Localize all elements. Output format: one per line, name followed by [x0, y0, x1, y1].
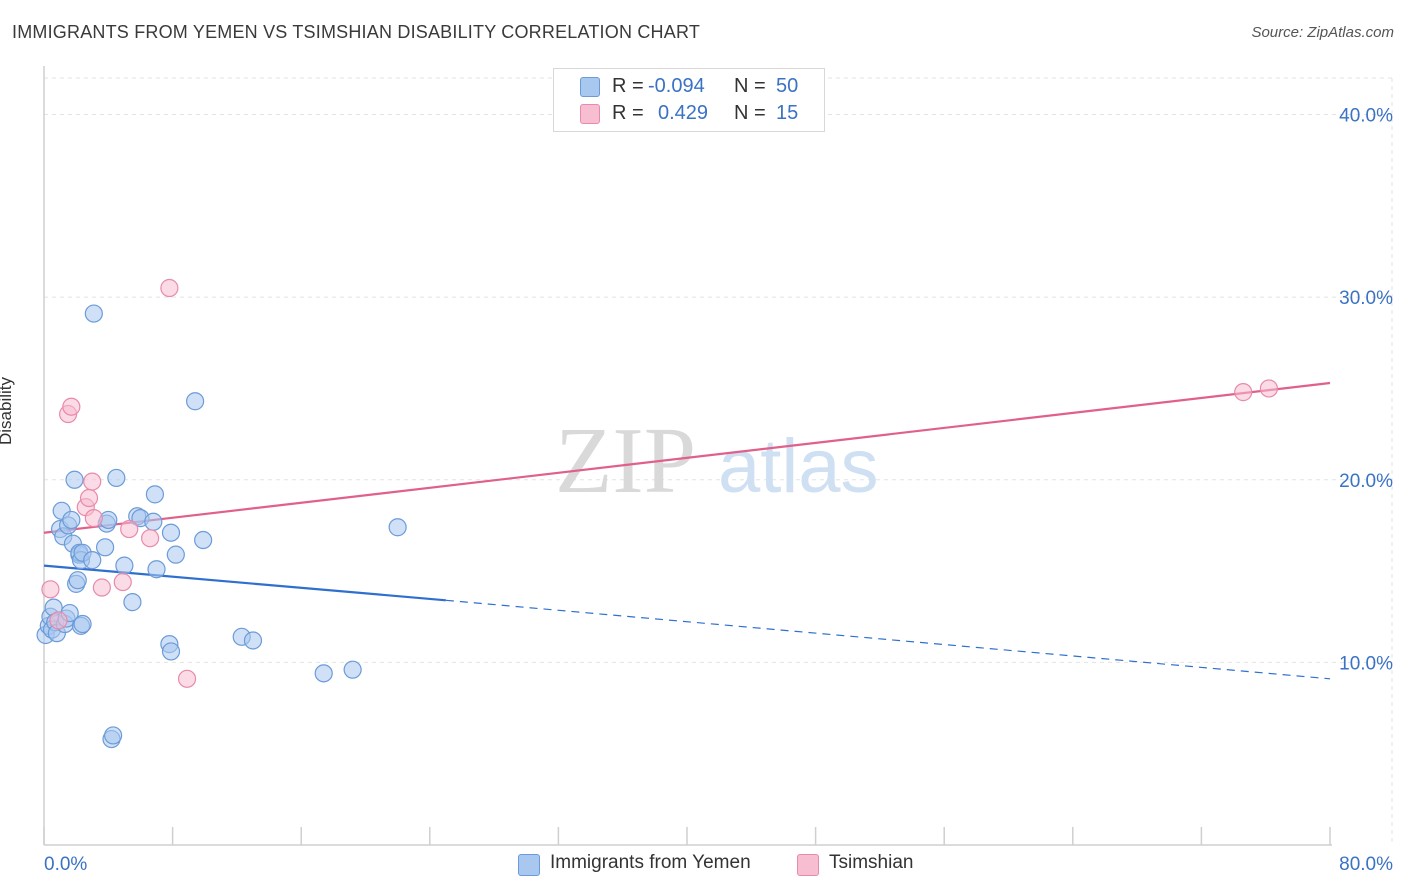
- point-yemen: [147, 560, 166, 579]
- point-yemen: [115, 556, 134, 575]
- point-yemen: [95, 538, 115, 557]
- chart-source: Source: ZipAtlas.com: [1251, 24, 1394, 41]
- point-yemen: [166, 545, 185, 564]
- bottom-legend-label-tsimshian: Tsimshian: [829, 852, 914, 873]
- point-tsimshian: [49, 611, 68, 630]
- point-yemen: [144, 512, 163, 531]
- trend-line-tsimshian: [43, 381, 1331, 534]
- point-tsimshian: [177, 669, 197, 688]
- watermark: ZIP atlas: [555, 409, 879, 513]
- bottom-legend-swatch-tsimshian: [797, 854, 819, 876]
- point-yemen: [62, 510, 81, 530]
- legend-row-yemen: R = -0.094 N = 50: [554, 75, 824, 99]
- point-tsimshian: [160, 278, 179, 298]
- point-tsimshian: [1234, 383, 1253, 402]
- trend-layer: [43, 381, 1331, 680]
- label-layer: 10.0% 20.0% 30.0% 40.0% 0.0% 80.0%: [44, 106, 1393, 875]
- point-tsimshian: [113, 572, 132, 592]
- point-yemen: [343, 660, 362, 679]
- point-yemen: [145, 485, 165, 504]
- y-tick-label: 30.0%: [1339, 288, 1393, 309]
- point-yemen: [83, 551, 102, 570]
- y-tick-label: 10.0%: [1339, 653, 1393, 674]
- point-yemen: [104, 726, 123, 745]
- legend-r-value: -0.094: [648, 75, 705, 97]
- legend-n-value: 15: [776, 102, 799, 124]
- watermark-atlas: atlas: [718, 424, 879, 509]
- x-tick-label: 80.0%: [1339, 854, 1393, 875]
- legend-n-value: 50: [776, 75, 799, 97]
- point-yemen: [194, 530, 213, 550]
- point-tsimshian: [84, 509, 103, 528]
- point-yemen: [186, 392, 205, 411]
- point-tsimshian: [120, 519, 139, 539]
- y-axis-label: Disability: [0, 376, 15, 445]
- point-tsimshian: [92, 578, 111, 597]
- y-tick-label: 40.0%: [1339, 106, 1393, 127]
- legend-row-tsimshian: R = 0.429 N = 15: [554, 102, 824, 126]
- y-tick-label: 20.0%: [1339, 471, 1393, 492]
- legend-r-label: R =: [612, 75, 644, 97]
- point-yemen: [314, 664, 333, 683]
- point-yemen: [161, 642, 181, 661]
- trend-line-yemen: [43, 564, 446, 602]
- legend-n-label: N =: [734, 102, 766, 124]
- watermark-zip: ZIP: [555, 409, 696, 513]
- point-tsimshian: [140, 529, 160, 548]
- point-yemen: [161, 523, 181, 542]
- point-yemen: [123, 593, 142, 612]
- point-tsimshian: [41, 580, 60, 599]
- point-tsimshian: [1259, 379, 1279, 398]
- legend-swatch-yemen: [580, 77, 600, 97]
- correlation-legend: R = -0.094 N = 50 R = 0.429 N = 15: [553, 68, 825, 132]
- chart-title: IMMIGRANTS FROM YEMEN VS TSIMSHIAN DISAB…: [12, 22, 701, 42]
- point-yemen: [73, 614, 92, 634]
- point-yemen: [243, 631, 263, 650]
- point-yemen: [107, 468, 126, 488]
- point-tsimshian: [83, 472, 102, 491]
- point-yemen: [65, 470, 84, 489]
- legend-r-label: R =: [612, 102, 644, 124]
- bottom-legend-swatch-yemen: [518, 854, 540, 876]
- bottom-legend-label-yemen: Immigrants from Yemen: [550, 852, 751, 873]
- trend-line-yemen-extrapolated: [445, 599, 1331, 680]
- legend-r-value: 0.429: [658, 102, 709, 124]
- point-tsimshian: [79, 488, 99, 508]
- legend-n-label: N =: [734, 75, 766, 97]
- x-tick-label: 0.0%: [44, 854, 87, 875]
- axis-layer: [43, 66, 1332, 846]
- points-layer: [36, 278, 1279, 749]
- point-yemen: [388, 518, 407, 537]
- point-tsimshian: [62, 397, 81, 416]
- point-yemen: [84, 304, 103, 323]
- point-yemen: [68, 571, 87, 590]
- legend-swatch-tsimshian: [580, 104, 600, 124]
